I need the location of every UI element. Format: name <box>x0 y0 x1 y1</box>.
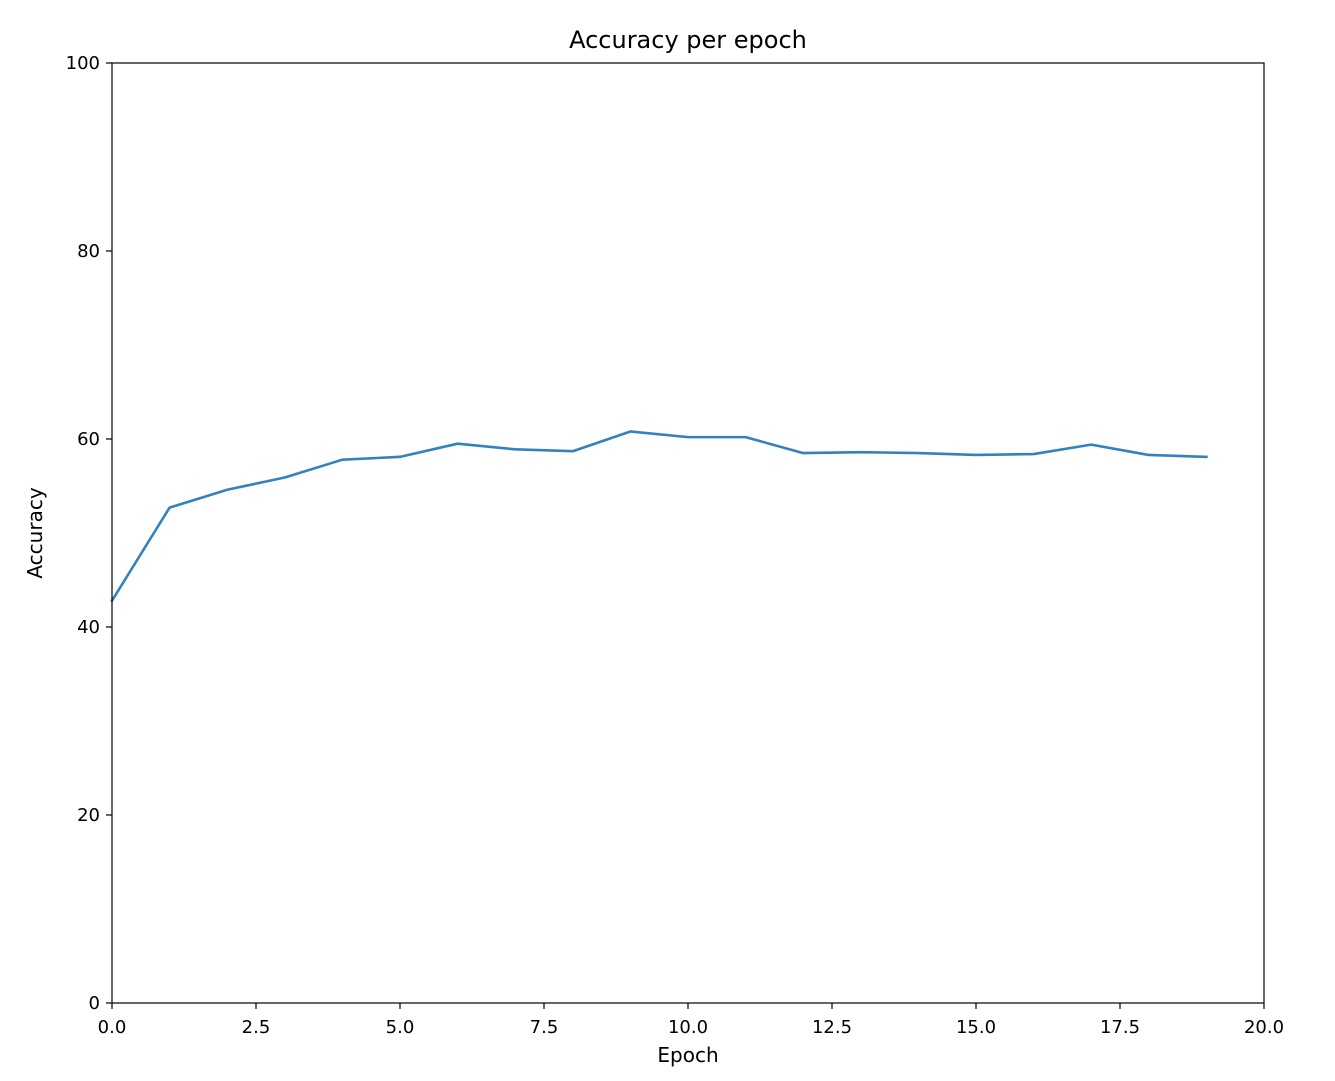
x-axis-ticks: 0.0 2.5 5.0 7.5 10.0 12.5 15.0 17.5 20.0 <box>98 1003 1284 1038</box>
x-tick-label: 12.5 <box>812 1017 852 1038</box>
x-tick-label: 15.0 <box>956 1017 996 1038</box>
y-tick-label: 40 <box>77 617 100 638</box>
y-axis-ticks: 0 20 40 60 80 100 <box>66 53 112 1014</box>
series-layer <box>110 430 1208 603</box>
x-tick-label: 7.5 <box>530 1017 559 1038</box>
x-tick-label: 0.0 <box>98 1017 127 1038</box>
x-axis-label: Epoch <box>657 1043 718 1067</box>
x-tick-label: 5.0 <box>386 1017 415 1038</box>
plot-frame <box>111 62 1265 1004</box>
x-tick-label: 17.5 <box>1100 1017 1140 1038</box>
y-tick-label: 20 <box>77 805 100 826</box>
y-tick-label: 60 <box>77 429 100 450</box>
y-tick-label: 0 <box>89 993 100 1014</box>
y-tick-label: 100 <box>66 53 100 74</box>
y-tick-label: 80 <box>77 241 100 262</box>
x-tick-label: 20.0 <box>1244 1017 1284 1038</box>
x-tick-label: 10.0 <box>668 1017 708 1038</box>
x-tick-label: 2.5 <box>242 1017 271 1038</box>
y-axis-label: Accuracy <box>23 487 47 578</box>
chart-title: Accuracy per epoch <box>569 26 807 54</box>
accuracy-series-line <box>110 430 1208 603</box>
